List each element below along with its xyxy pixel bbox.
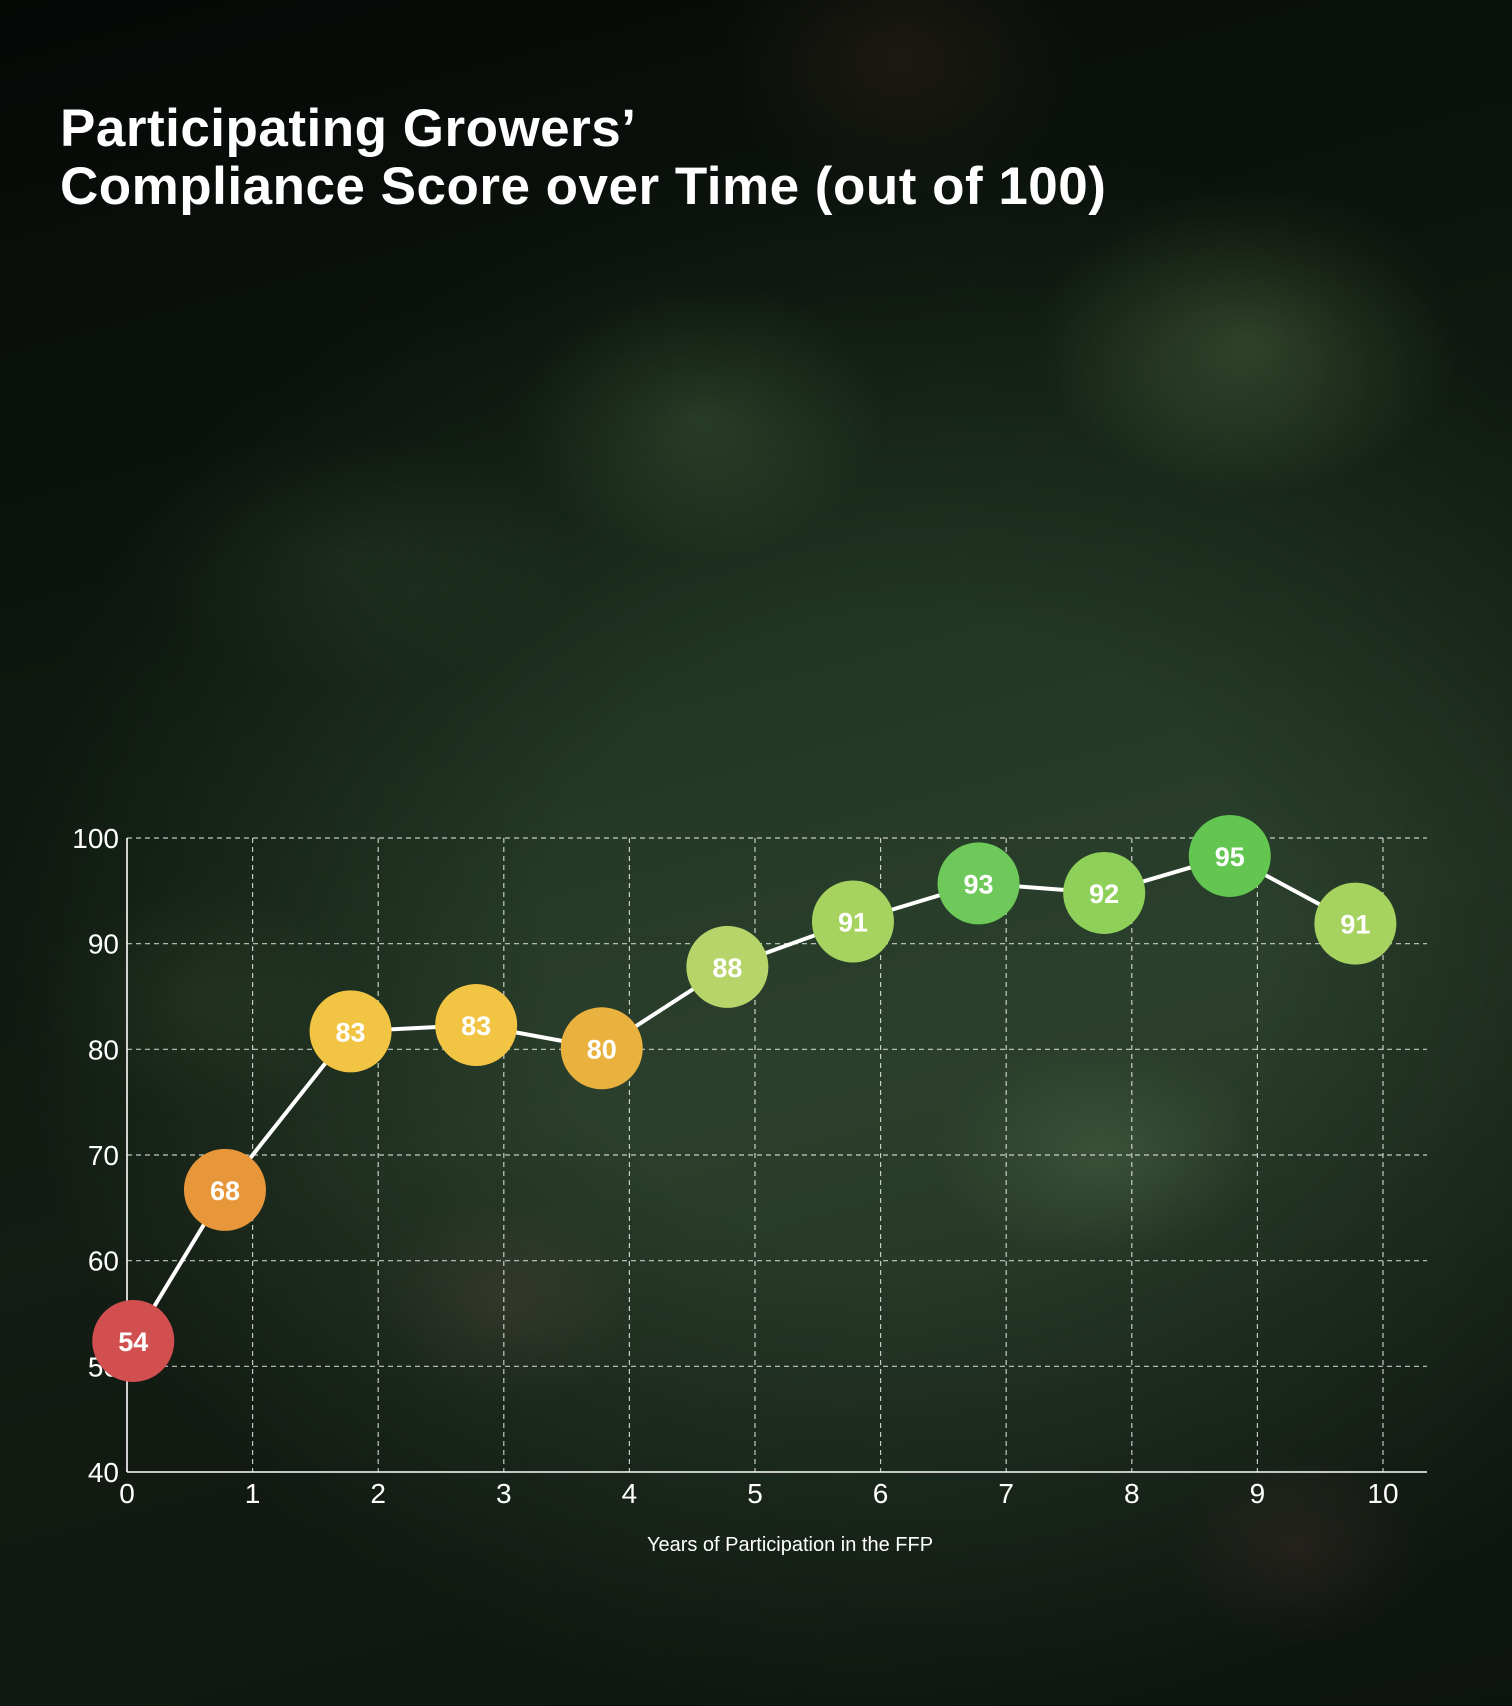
data-label-0: 54 — [118, 1327, 148, 1357]
data-point-marker-2 — [309, 990, 392, 1073]
data-point-9: 95 — [1188, 814, 1271, 897]
data-point-7: 93 — [937, 842, 1020, 925]
data-point-marker-7 — [937, 842, 1020, 925]
data-point-marker-3 — [435, 984, 518, 1067]
chart-title-line-1: Participating Growers’ — [60, 99, 637, 158]
chart-series: 54 68 83 83 80 88 91 93 92 95 91 — [92, 814, 1397, 1382]
x-tick-label-4: 4 — [622, 1478, 638, 1509]
data-label-9: 95 — [1215, 842, 1245, 872]
series-line-0 — [131, 853, 1357, 1343]
x-tick-label-2: 2 — [370, 1478, 386, 1509]
data-point-4: 80 — [560, 1007, 643, 1090]
chart-title: Participating Growers’ Compliance Score … — [60, 100, 1106, 216]
data-label-6: 91 — [838, 907, 868, 937]
y-tick-label-90: 90 — [88, 929, 119, 960]
data-label-4: 80 — [587, 1034, 617, 1064]
x-tick-label-7: 7 — [998, 1478, 1014, 1509]
data-point-marker-0 — [92, 1299, 175, 1382]
x-tick-label-9: 9 — [1250, 1478, 1266, 1509]
x-tick-label-8: 8 — [1124, 1478, 1140, 1509]
data-point-6: 91 — [811, 880, 894, 963]
data-point-1: 68 — [183, 1148, 266, 1231]
data-point-2: 83 — [309, 990, 392, 1073]
x-tick-label-6: 6 — [873, 1478, 889, 1509]
data-label-7: 93 — [964, 869, 994, 899]
y-tick-label-60: 60 — [88, 1246, 119, 1277]
data-label-10: 91 — [1340, 910, 1370, 940]
data-label-2: 83 — [336, 1017, 366, 1047]
data-point-marker-4 — [560, 1007, 643, 1090]
chart-grid — [127, 837, 1427, 1472]
data-point-marker-8 — [1063, 851, 1146, 934]
chart-title-line-2: Compliance Score over Time (out of 100) — [60, 157, 1107, 216]
data-label-5: 88 — [712, 953, 742, 983]
x-tick-label-3: 3 — [496, 1478, 512, 1509]
data-point-10: 91 — [1314, 882, 1397, 965]
data-point-marker-10 — [1314, 882, 1397, 965]
x-tick-label-10: 10 — [1367, 1478, 1398, 1509]
data-label-3: 83 — [461, 1011, 491, 1041]
data-point-marker-5 — [686, 925, 769, 1008]
data-point-3: 83 — [435, 984, 518, 1067]
x-tick-label-1: 1 — [245, 1478, 261, 1509]
y-tick-label-80: 80 — [88, 1034, 119, 1065]
data-point-0: 54 — [92, 1299, 175, 1382]
chart-tick-labels: 405060708090100012345678910 — [72, 823, 1398, 1509]
x-tick-label-5: 5 — [747, 1478, 763, 1509]
data-point-5: 88 — [686, 925, 769, 1008]
data-point-marker-1 — [183, 1148, 266, 1231]
x-tick-label-0: 0 — [119, 1478, 135, 1509]
data-point-marker-6 — [811, 880, 894, 963]
y-tick-label-100: 100 — [72, 823, 119, 854]
data-point-8: 92 — [1063, 851, 1146, 934]
data-label-8: 92 — [1089, 879, 1119, 909]
y-tick-label-70: 70 — [88, 1140, 119, 1171]
data-point-marker-9 — [1188, 814, 1271, 897]
data-label-1: 68 — [210, 1176, 240, 1206]
y-tick-label-40: 40 — [88, 1457, 119, 1488]
x-axis-label: Years of Participation in the FFP — [647, 1534, 933, 1556]
